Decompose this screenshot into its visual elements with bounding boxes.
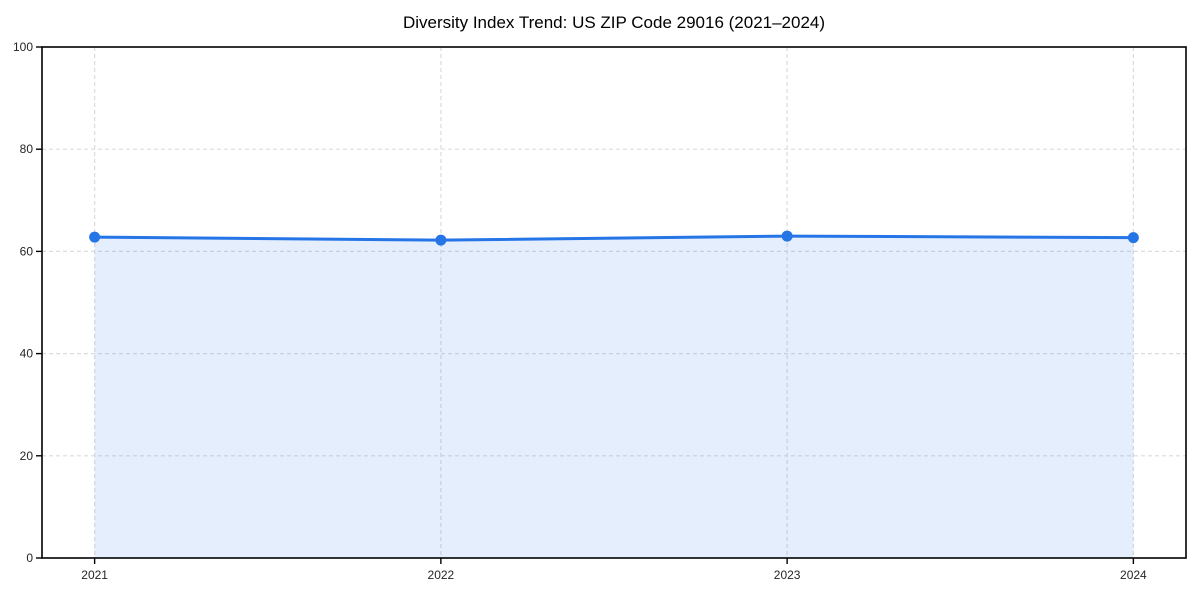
y-tick-label: 0 [26, 551, 33, 565]
y-tick-label: 60 [20, 244, 34, 258]
plot-border [41, 46, 1187, 559]
trend-line [93, 234, 1135, 242]
area-fill [94, 236, 1134, 558]
data-point-marker [89, 231, 101, 243]
x-tick-label: 2023 [774, 568, 801, 582]
chart-title: Diversity Index Trend: US ZIP Code 29016… [402, 13, 826, 32]
data-point-marker [781, 230, 793, 242]
y-tick-label: 40 [20, 347, 34, 361]
data-point-marker [435, 234, 447, 246]
x-tick-label: 2021 [81, 568, 108, 582]
x-tick-label: 2022 [428, 568, 455, 582]
data-point-marker [1127, 232, 1139, 244]
x-tick-label: 2024 [1120, 568, 1147, 582]
y-tick-label: 100 [13, 40, 33, 54]
y-tick-label: 20 [20, 449, 34, 463]
y-tick-label: 80 [20, 142, 34, 156]
